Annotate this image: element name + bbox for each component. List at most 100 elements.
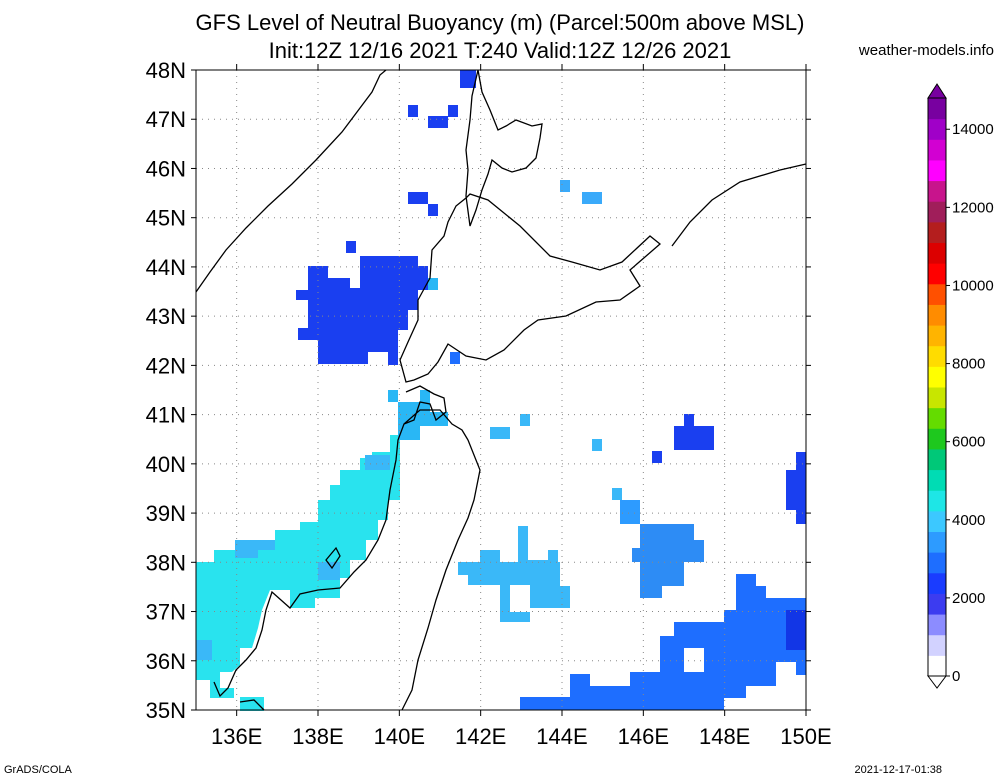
field-patch [388,390,398,402]
map-title-line2: Init:12Z 12/16 2021 T:240 Valid:12Z 12/2… [268,38,732,63]
colorbar-segment [928,572,946,594]
longitude-label: 140E [374,724,425,749]
field-region [674,414,714,450]
longitude-labels: 136E 138E 140E 142E 144E 146E 148E 150E [211,724,832,749]
longitude-label: 138E [292,724,343,749]
colorbar-label: 0 [952,668,960,685]
coastlines [195,69,807,711]
field-patch [240,697,264,711]
latitude-label: 40N [146,452,186,477]
latitude-label: 46N [146,156,186,181]
field-patch [520,414,530,426]
colorbar [927,83,947,689]
field-patch [582,192,602,204]
colorbar-segment [928,242,946,264]
colorbar-segment [928,634,946,656]
colorbar-top-arrow [927,83,947,99]
field-patch [652,451,662,463]
longitude-label: 150E [780,724,831,749]
latitude-label: 37N [146,600,186,625]
field-patch [408,192,428,204]
latitude-label: 39N [146,501,186,526]
latitude-label: 47N [146,107,186,132]
latitude-label: 42N [146,353,186,378]
colorbar-label: 8000 [952,356,985,373]
field-region [318,562,340,580]
colorbar-segment [928,118,946,140]
field-patch [428,116,448,128]
field-region-central-pacific [458,526,570,622]
colorbar-segment [928,325,946,347]
colorbar-segment [928,407,946,429]
coastline-sado [325,546,341,570]
colorbar-segment [928,180,946,202]
colorbar-segment [928,593,946,615]
colorbar-segment [928,221,946,243]
colorbar-segment [928,552,946,574]
longitude-label: 142E [455,724,506,749]
latitude-label: 43N [146,304,186,329]
coastline-asia-mainland [195,69,387,293]
field-patch [420,390,430,402]
longitude-label: 148E [699,724,750,749]
footer-software-label: GrADS/COLA [4,764,72,776]
coastline-sakhalin [465,69,543,227]
colorbar-segment [928,428,946,450]
field-patch [210,688,234,698]
field-region-southeast [520,574,806,710]
longitude-label: 146E [618,724,669,749]
colorbar-segment [928,510,946,532]
field-patch [460,70,476,88]
colorbar-segment [928,304,946,326]
latitude-label: 45N [146,206,186,231]
colorbar-segment [928,345,946,367]
field-patch [448,105,458,117]
credit-label: weather-models.info [858,42,994,59]
field-patch [428,278,438,290]
field-patch [428,204,438,216]
buoyancy-field [196,70,806,711]
field-region [786,452,806,524]
colorbar-segment [928,159,946,182]
colorbar-label: 6000 [952,434,985,451]
footer-timestamp: 2021-12-17-01:38 [854,764,942,776]
colorbar-label: 12000 [952,199,994,216]
field-patch [450,352,460,364]
axis-ticks [191,64,811,716]
field-patch [490,427,510,439]
colorbar-segment [928,387,946,409]
field-region-tsugaru [398,402,448,440]
field-region-west-hokkaido [296,256,428,365]
colorbar-label: 4000 [952,512,985,529]
field-patch [592,439,602,451]
colorbar-segment [928,655,946,677]
map-frame [195,69,807,711]
colorbar-segment [928,469,946,491]
colorbar-label: 14000 [952,121,994,138]
colorbar-segment [928,98,946,120]
latitude-labels: 48N 47N 46N 45N 44N 43N 42N 41N 40N 39N 38N 37N 36N 3… [146,58,186,723]
colorbar-segment [928,283,946,305]
field-patch [684,648,704,672]
colorbar-segment [928,366,946,388]
latitude-label: 48N [146,58,186,83]
field-region [235,540,275,558]
latitude-label: 35N [146,698,186,723]
field-region [786,610,806,650]
field-patch [612,488,622,500]
field-patch [560,180,570,192]
field-region [196,640,212,660]
colorbar-segment [928,201,946,223]
latitude-label: 44N [146,255,186,280]
field-patch [346,241,356,253]
field-patch [408,105,418,117]
field-region-east [632,524,704,598]
latitude-label: 36N [146,649,186,674]
coastline-hokkaido [399,193,662,383]
map-title-line1: GFS Level of Neutral Buoyancy (m) (Parce… [195,10,805,35]
colorbar-labels: 0 2000 4000 6000 8000 10000 12000 14000 [946,121,994,685]
latitude-label: 38N [146,550,186,575]
colorbar-bottom-arrow [927,675,947,689]
latitude-label: 41N [146,403,186,428]
field-patch [620,500,640,524]
